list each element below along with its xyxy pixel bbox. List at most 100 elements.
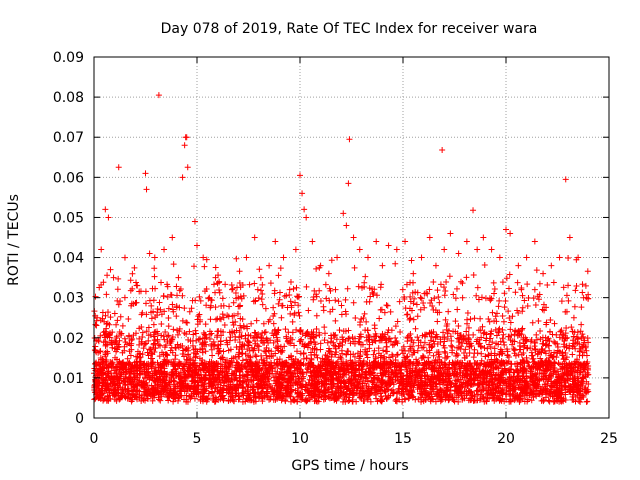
bg-point [183, 398, 190, 405]
bg-point [517, 393, 524, 400]
bg-point [574, 329, 581, 336]
bg-point [277, 265, 284, 272]
bg-point [113, 397, 120, 404]
bg-point [550, 279, 557, 286]
bg-point [252, 298, 259, 305]
bg-point [378, 393, 385, 400]
bg-point [499, 279, 506, 286]
bg-point [371, 286, 378, 293]
bg-point [461, 395, 468, 402]
bg-point [202, 339, 209, 346]
bg-point [136, 288, 143, 295]
bg-point [463, 340, 470, 347]
bg-point [222, 281, 229, 288]
bg-point [191, 369, 198, 376]
bg-point [448, 342, 455, 349]
bg-point [271, 359, 278, 366]
bg-point [415, 342, 422, 349]
bg-point [344, 348, 351, 355]
bg-point [518, 285, 525, 292]
bg-point [157, 397, 164, 404]
bg-point [138, 324, 145, 331]
bg-point [102, 371, 109, 378]
bg-point [148, 315, 155, 322]
bg-point [113, 334, 120, 341]
bg-point [272, 396, 279, 403]
bg-point [103, 291, 110, 298]
bg-point [519, 325, 526, 332]
bg-point [473, 292, 480, 299]
bg-point [160, 293, 167, 300]
bg-point [156, 396, 163, 403]
bg-point [286, 291, 293, 298]
bg-point [287, 298, 294, 305]
bg-point [562, 334, 569, 341]
bg-point [335, 343, 342, 350]
bg-point [246, 281, 253, 288]
bg-point [563, 324, 570, 331]
bg-point [520, 388, 527, 395]
bg-point [322, 281, 329, 288]
bg-point [524, 281, 531, 288]
bg-point [126, 333, 133, 340]
bg-point [251, 280, 258, 287]
bg-point [344, 285, 351, 292]
bg-point [232, 290, 239, 297]
bg-point [97, 348, 104, 355]
bg-point [485, 351, 492, 358]
bg-point [519, 292, 526, 299]
bg-point [270, 304, 277, 311]
bg-point [294, 294, 301, 301]
bg-point [215, 350, 222, 357]
bg-point [336, 327, 343, 334]
bg-point [541, 397, 548, 404]
bg-point [395, 385, 402, 392]
bg-point [230, 322, 237, 329]
bg-point [268, 363, 275, 370]
bg-point [313, 312, 320, 319]
bg-point [357, 319, 364, 326]
bg-point [507, 337, 514, 344]
bg-point [187, 365, 194, 372]
bg-point [291, 397, 298, 404]
bg-point [485, 382, 492, 389]
bg-point [503, 275, 510, 282]
bg-point [532, 346, 539, 353]
bg-point [501, 290, 508, 297]
bg-point [259, 301, 266, 308]
bg-point [296, 328, 303, 335]
bg-point [332, 297, 339, 304]
bg-point [435, 293, 442, 300]
bg-point [92, 321, 99, 328]
bg-point [521, 297, 528, 304]
bg-point [442, 316, 449, 323]
bg-point [585, 339, 592, 346]
bg-point [529, 319, 536, 326]
bg-point [126, 359, 133, 366]
bg-point [560, 284, 567, 291]
bg-point [539, 334, 546, 341]
bg-point [562, 308, 569, 315]
bg-point [316, 287, 323, 294]
bg-point [397, 329, 404, 336]
bg-point [493, 340, 500, 347]
bg-point [191, 263, 197, 270]
bg-point [321, 337, 328, 344]
bg-point [572, 345, 579, 352]
bg-point [298, 336, 305, 343]
bg-point [400, 343, 407, 350]
bg-point [175, 394, 182, 401]
bg-point [332, 317, 339, 324]
bg-point [512, 289, 519, 296]
bg-point [181, 360, 188, 367]
bg-point [278, 314, 285, 321]
bg-point [484, 345, 491, 352]
bg-point [129, 270, 136, 277]
bg-point [486, 335, 493, 342]
bg-point [500, 318, 507, 325]
bg-point [420, 300, 427, 307]
bg-point [496, 325, 503, 332]
bg-point [487, 330, 494, 337]
bg-point [225, 347, 232, 354]
bg-point [276, 289, 283, 296]
